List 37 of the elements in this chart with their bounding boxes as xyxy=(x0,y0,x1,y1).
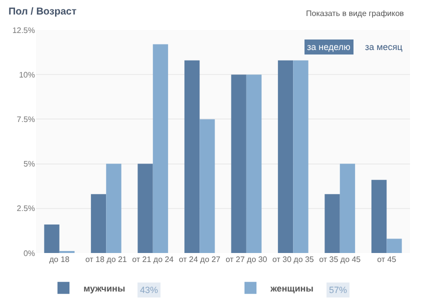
legend-label: мужчины xyxy=(83,283,126,294)
annotation: за месяц xyxy=(365,42,402,52)
bar xyxy=(278,60,294,253)
annotation: за неделю xyxy=(307,42,351,52)
bar xyxy=(293,60,308,253)
bar xyxy=(200,119,215,253)
y-tick-label: 12.5% xyxy=(12,26,35,35)
x-tick-label: от 21 до 24 xyxy=(132,255,174,264)
x-tick-label: до 18 xyxy=(49,255,70,264)
x-tick-label: от 24 до 27 xyxy=(178,255,221,264)
bar xyxy=(231,74,246,253)
x-tick-label: от 27 до 30 xyxy=(226,255,268,264)
x-tick-label: от 18 до 21 xyxy=(85,255,128,264)
y-tick-label: 5% xyxy=(23,160,35,169)
bar xyxy=(106,164,122,253)
bar xyxy=(184,60,200,253)
bar xyxy=(371,180,387,253)
y-tick-label: 0% xyxy=(23,248,35,258)
text: Показать в виде графиков xyxy=(306,9,404,18)
bar xyxy=(324,194,340,253)
text: 57% xyxy=(329,285,348,295)
bar xyxy=(340,164,356,253)
y-tick-label: 2.5% xyxy=(16,204,35,214)
legend-label: женщины xyxy=(269,283,314,294)
bar xyxy=(44,224,60,253)
bar xyxy=(90,194,106,253)
bar xyxy=(246,74,262,253)
x-tick-label: от 45 xyxy=(377,255,397,264)
y-tick-label: 7.5% xyxy=(16,115,35,124)
text: 43% xyxy=(140,285,158,295)
x-tick-label: от 35 до 45 xyxy=(319,255,362,264)
y-tick-label: 10% xyxy=(18,70,35,80)
chart-title: Пол / Возраст xyxy=(8,6,77,18)
bar xyxy=(386,238,402,253)
bar xyxy=(152,44,168,253)
bar xyxy=(138,164,153,253)
x-tick-label: от 30 до 35 xyxy=(272,255,314,264)
